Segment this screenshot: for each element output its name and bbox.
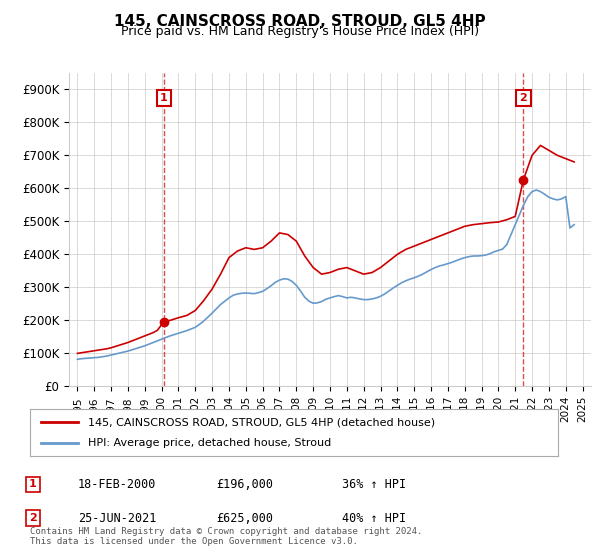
- Text: £625,000: £625,000: [216, 511, 273, 525]
- Text: 2: 2: [29, 513, 37, 523]
- Text: Price paid vs. HM Land Registry's House Price Index (HPI): Price paid vs. HM Land Registry's House …: [121, 25, 479, 38]
- Text: 36% ↑ HPI: 36% ↑ HPI: [342, 478, 406, 491]
- Text: 1: 1: [29, 479, 37, 489]
- Text: 2: 2: [520, 93, 527, 103]
- Text: 18-FEB-2000: 18-FEB-2000: [78, 478, 157, 491]
- Text: 25-JUN-2021: 25-JUN-2021: [78, 511, 157, 525]
- Text: Contains HM Land Registry data © Crown copyright and database right 2024.
This d: Contains HM Land Registry data © Crown c…: [30, 526, 422, 546]
- Text: 1: 1: [160, 93, 167, 103]
- Text: 145, CAINSCROSS ROAD, STROUD, GL5 4HP: 145, CAINSCROSS ROAD, STROUD, GL5 4HP: [114, 14, 486, 29]
- Text: 145, CAINSCROSS ROAD, STROUD, GL5 4HP (detached house): 145, CAINSCROSS ROAD, STROUD, GL5 4HP (d…: [88, 417, 435, 427]
- Text: 40% ↑ HPI: 40% ↑ HPI: [342, 511, 406, 525]
- Text: HPI: Average price, detached house, Stroud: HPI: Average price, detached house, Stro…: [88, 438, 331, 448]
- Text: £196,000: £196,000: [216, 478, 273, 491]
